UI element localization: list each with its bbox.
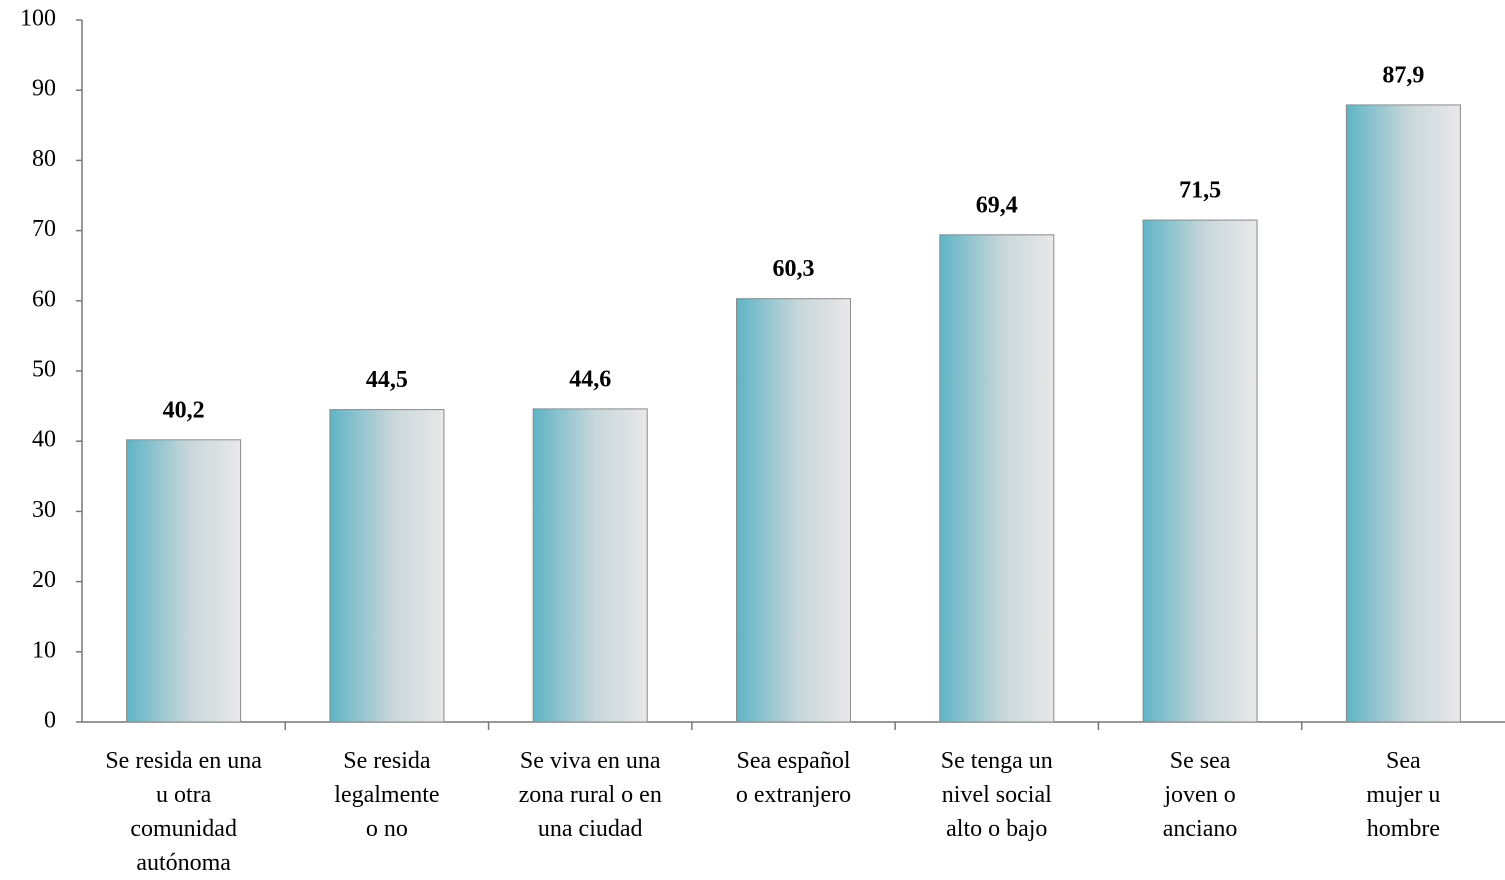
value-label: 40,2 — [163, 397, 205, 423]
bar — [939, 234, 1055, 723]
y-tick-label: 100 — [20, 6, 56, 32]
value-label: 87,9 — [1382, 62, 1424, 88]
y-tick-label: 30 — [32, 497, 56, 523]
x-tick-label: Sea español o extranjero — [735, 748, 852, 808]
value-label: 44,6 — [569, 366, 611, 392]
x-tick-label: Se sea joven o anciano — [1162, 748, 1238, 842]
bar — [126, 439, 242, 723]
bar — [736, 298, 851, 723]
y-tick-label: 0 — [44, 708, 56, 734]
y-tick-label: 60 — [32, 286, 56, 312]
x-tick-label: Se tenga un nivel social alto o bajo — [940, 748, 1053, 842]
value-label: 60,3 — [773, 256, 815, 282]
value-label: 44,5 — [366, 367, 408, 393]
y-tick-label: 20 — [32, 567, 56, 593]
y-tick-label: 70 — [32, 216, 56, 242]
value-label: 69,4 — [976, 192, 1018, 218]
y-tick-label: 10 — [32, 637, 56, 663]
y-tick-label: 40 — [32, 427, 56, 453]
bar — [1142, 219, 1258, 723]
x-tick-label: Sea mujer u hombre — [1366, 748, 1441, 842]
y-tick-label: 90 — [32, 76, 56, 102]
bar — [1345, 104, 1461, 723]
y-tick-label: 50 — [32, 357, 56, 383]
bar — [532, 408, 648, 723]
x-tick-label: Se resida legalmente o no — [334, 748, 440, 842]
x-tick-label: Se resida en una u otra comunidad autóno… — [105, 748, 262, 876]
bar — [329, 409, 445, 723]
y-tick-label: 80 — [32, 146, 56, 172]
value-label: 71,5 — [1179, 178, 1221, 204]
x-tick-label: Se viva en una zona rural o en una ciuda… — [518, 748, 662, 842]
